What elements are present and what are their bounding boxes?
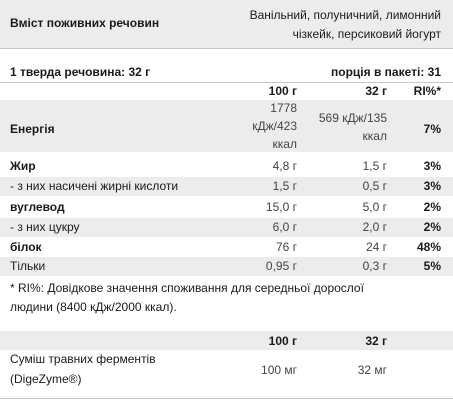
row-value-32: 24 г bbox=[365, 240, 387, 254]
table-row-carbohydrate: вуглевод 15,0 г 5,0 г 2% bbox=[0, 198, 453, 217]
row-ri: 2% bbox=[423, 220, 441, 234]
row-value-32: 1,5 г bbox=[362, 159, 387, 173]
table-row-sugars: - з них цукру 6,0 г 2,0 г 2% bbox=[0, 218, 453, 237]
energy-32-line1: 569 кДж/135 bbox=[318, 111, 387, 125]
row-value-100: 15,0 г bbox=[265, 200, 297, 214]
footnote-line-1: * RI%: Довідкове значення споживання для… bbox=[10, 281, 364, 295]
divider bbox=[0, 398, 453, 399]
row-value-32: 0,3 г bbox=[362, 259, 387, 273]
row-ri: 7% bbox=[423, 122, 441, 136]
row-label: - з них насичені жирні кислоти bbox=[10, 179, 179, 193]
table-row-salt: Тільки 0,95 г 0,3 г 5% bbox=[0, 257, 453, 276]
table-row-saturated: - з них насичені жирні кислоти 1,5 г 0,5… bbox=[0, 177, 453, 196]
row-value-32: 5,0 г bbox=[362, 200, 387, 214]
enzyme-column-32g: 32 г bbox=[365, 334, 387, 348]
enzyme-header-row: 100 г 32 г bbox=[0, 331, 453, 350]
row-label: Жир bbox=[10, 159, 36, 173]
row-value-100: 0,95 г bbox=[265, 259, 297, 273]
row-label: Енергія bbox=[10, 122, 55, 136]
flavors-line-2: чізкейк, персиковий йогурт bbox=[292, 27, 441, 41]
table-row-energy: Енергія 1778 кДж/423 ккал 569 кДж/135 кк… bbox=[0, 100, 453, 152]
enzyme-value-32: 32 мг bbox=[357, 363, 387, 377]
column-32g: 32 г bbox=[365, 84, 387, 98]
divider bbox=[0, 48, 453, 49]
row-value-100: 6,0 г bbox=[272, 220, 297, 234]
row-value-100: 4,8 г bbox=[272, 159, 297, 173]
row-label: вуглевод bbox=[10, 200, 65, 214]
enzyme-label-line2: (DigeZyme®) bbox=[10, 372, 82, 386]
column-header-row: 100 г 32 г RI%* bbox=[0, 83, 453, 100]
row-ri: 5% bbox=[423, 259, 441, 273]
footnote-line-2: людини (8400 кДж/2000 ккал). bbox=[10, 300, 177, 314]
row-label: - з них цукру bbox=[10, 220, 80, 234]
column-ri: RI%* bbox=[413, 84, 441, 98]
table-row-protein: білок 76 г 24 г 48% bbox=[0, 238, 453, 257]
energy-100-line3: ккал bbox=[272, 137, 297, 151]
row-ri: 3% bbox=[423, 159, 441, 173]
serving-row: 1 тверда речовина: 32 г порція в пакеті:… bbox=[0, 62, 453, 82]
energy-100-line2: кДж/423 bbox=[252, 119, 297, 133]
row-ri: 48% bbox=[416, 240, 441, 254]
row-value-100: 1,5 г bbox=[272, 179, 297, 193]
divider bbox=[0, 82, 453, 83]
table-header-row: Вміст поживних речовин Ванільний, полуни… bbox=[0, 0, 453, 48]
column-100g: 100 г bbox=[268, 84, 297, 98]
energy-32-line2: ккал bbox=[362, 129, 387, 143]
row-ri: 3% bbox=[423, 179, 441, 193]
row-ri: 2% bbox=[423, 200, 441, 214]
enzyme-label-line1: Суміш травних ферментів bbox=[10, 352, 156, 366]
serving-solids: 1 тверда речовина: 32 г bbox=[10, 65, 151, 79]
energy-100-line1: 1778 bbox=[270, 101, 297, 115]
serving-per-pack: порція в пакеті: 31 bbox=[331, 65, 441, 79]
row-label: Тільки bbox=[10, 259, 46, 273]
table-row-enzymes: Суміш травних ферментів (DigeZyme®) 100 … bbox=[0, 350, 453, 398]
row-value-32: 0,5 г bbox=[362, 179, 387, 193]
table-title: Вміст поживних речовин bbox=[10, 16, 160, 30]
table-row-fat: Жир 4,8 г 1,5 г 3% bbox=[0, 157, 453, 176]
row-value-32: 2,0 г bbox=[362, 220, 387, 234]
enzyme-column-100g: 100 г bbox=[268, 334, 297, 348]
row-label: білок bbox=[10, 240, 42, 254]
row-value-100: 76 г bbox=[275, 240, 297, 254]
flavors-line-1: Ванільний, полуничний, лимонний bbox=[249, 8, 441, 22]
enzyme-value-100: 100 мг bbox=[261, 363, 297, 377]
